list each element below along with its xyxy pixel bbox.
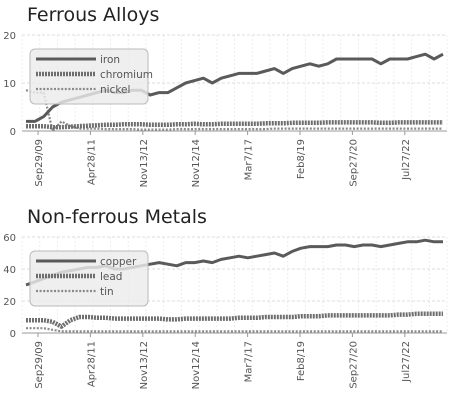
x-tick-label: Jul27/22 bbox=[401, 139, 412, 181]
x-tick-label: Feb8/19 bbox=[296, 341, 307, 381]
ferrous-chart: 20 10 0 Sep29/09 Apr28/11 Nov13/12 Nov12/14 Mar… bbox=[3, 31, 448, 187]
y-tick-label: 20 bbox=[3, 297, 16, 308]
x-tick-label: Nov12/14 bbox=[191, 341, 202, 389]
series-line-tin bbox=[26, 327, 443, 333]
y-tick-label: 40 bbox=[3, 265, 16, 276]
x-tick-label: Sep29/09 bbox=[34, 341, 45, 389]
chart-title: Ferrous Alloys bbox=[27, 4, 160, 26]
x-tick-label: Apr28/11 bbox=[86, 341, 97, 387]
chart-title: Non-ferrous Metals bbox=[27, 206, 207, 228]
x-tick-label: Nov13/12 bbox=[139, 341, 150, 389]
legend-label-tin: tin bbox=[100, 286, 114, 298]
x-tick-label: Feb8/19 bbox=[296, 139, 307, 179]
legend-label-chromium: chromium bbox=[100, 69, 153, 81]
legend-label-iron: iron bbox=[100, 54, 120, 66]
legend-label-nickel: nickel bbox=[100, 84, 130, 96]
series-line-nickel bbox=[25, 89, 443, 133]
x-tick-label: Jul27/22 bbox=[401, 341, 412, 383]
x-tick-label: Sep29/09 bbox=[34, 139, 45, 187]
y-tick-label: 60 bbox=[3, 233, 16, 244]
y-tick-label: 10 bbox=[3, 79, 16, 90]
x-tick-label: Mar7/17 bbox=[244, 341, 255, 382]
chart-panel-nonferrous: Non-ferrous Metals 60 40 20 0 Sep29/09 Apr28/… bbox=[0, 202, 453, 402]
y-tick-label: 0 bbox=[10, 127, 16, 138]
x-tick-label: Apr28/11 bbox=[86, 139, 97, 185]
series-line-lead bbox=[26, 311, 443, 329]
legend-label-copper: copper bbox=[100, 256, 137, 268]
x-tick-label: Nov12/14 bbox=[191, 139, 202, 187]
nonferrous-chart: 60 40 20 0 Sep29/09 Apr28/11 Nov13/12 Nov12/14 M… bbox=[3, 233, 448, 389]
chart-panel-ferrous: Ferrous Alloys 20 10 0 Sep29/09 Apr28/11 Nov1… bbox=[0, 0, 453, 200]
series-line-chromium bbox=[26, 120, 443, 130]
y-tick-label: 20 bbox=[3, 31, 16, 42]
legend-label-lead: lead bbox=[100, 271, 122, 283]
legend-box bbox=[29, 48, 149, 105]
x-tick-label: Mar7/17 bbox=[244, 139, 255, 180]
x-tick-label: Sep27/20 bbox=[348, 139, 359, 187]
x-tick-label: Sep27/20 bbox=[348, 341, 359, 389]
legend-box bbox=[29, 250, 149, 307]
y-tick-label: 0 bbox=[10, 329, 16, 340]
x-tick-label: Nov13/12 bbox=[139, 139, 150, 187]
